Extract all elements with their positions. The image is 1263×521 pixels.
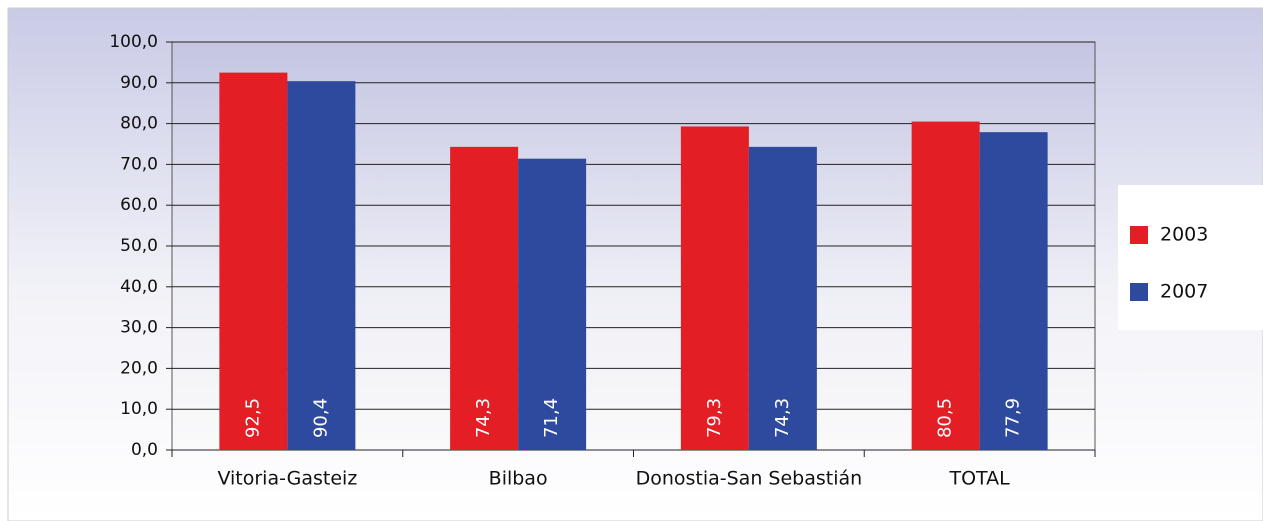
y-tick-label: 0,0 (131, 440, 158, 460)
y-tick-label: 90,0 (120, 73, 158, 93)
data-label: 80,5 (935, 398, 956, 438)
y-tick-label: 70,0 (120, 154, 158, 174)
data-label: 79,3 (704, 398, 725, 438)
data-label: 92,5 (242, 398, 263, 438)
legend-swatch (1130, 226, 1148, 244)
data-label: 77,9 (1003, 398, 1024, 438)
bar (518, 158, 587, 451)
data-label: 74,3 (772, 398, 793, 438)
y-tick-label: 60,0 (120, 195, 158, 215)
bar (911, 121, 980, 450)
x-tick-label: TOTAL (948, 468, 1010, 490)
y-tick-label: 20,0 (120, 358, 158, 378)
data-label: 71,4 (541, 398, 562, 438)
y-tick-label: 80,0 (120, 114, 158, 134)
bar (219, 72, 288, 450)
y-tick-label: 40,0 (120, 277, 158, 297)
x-tick-label: Vitoria-Gasteiz (217, 468, 357, 490)
y-tick-label: 50,0 (120, 236, 158, 256)
legend (1118, 185, 1263, 330)
legend-label: 2003 (1160, 224, 1208, 246)
data-label: 90,4 (310, 398, 331, 438)
bar (450, 146, 519, 450)
y-tick-label: 100,0 (109, 32, 158, 52)
data-label: 74,3 (473, 398, 494, 438)
bar (680, 126, 749, 451)
legend-swatch (1130, 283, 1148, 301)
y-tick-label: 30,0 (120, 318, 158, 338)
y-tick-label: 10,0 (120, 399, 158, 419)
bar (287, 81, 356, 450)
bar (748, 146, 817, 450)
bar (979, 132, 1048, 450)
legend-label: 2007 (1160, 281, 1208, 303)
x-tick-label: Donostia-San Sebastián (636, 468, 863, 490)
x-tick-label: Bilbao (489, 468, 548, 490)
